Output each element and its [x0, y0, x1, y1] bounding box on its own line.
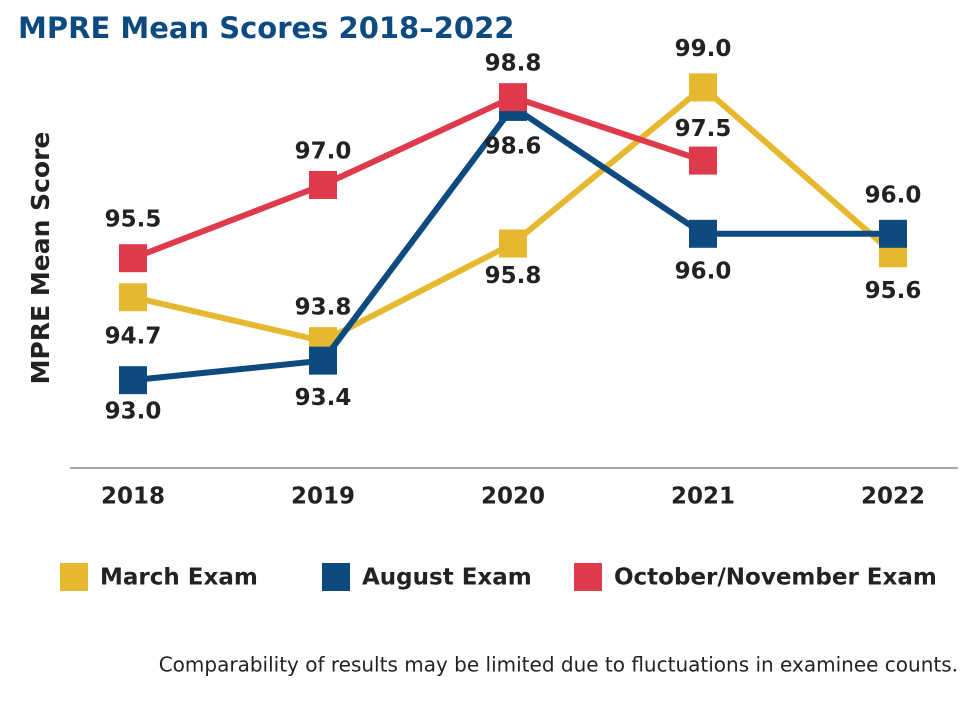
data-label: 96.0 [865, 182, 922, 208]
marker [119, 244, 147, 273]
data-label: 97.0 [295, 138, 352, 164]
x-tick-label: 2020 [481, 484, 545, 510]
marker [119, 366, 147, 395]
marker [309, 346, 337, 375]
marker [499, 83, 527, 112]
marker [309, 170, 337, 199]
data-label: 98.8 [485, 51, 542, 77]
data-label: 96.0 [675, 258, 732, 284]
marker [689, 146, 717, 175]
data-label: 98.6 [485, 133, 542, 159]
data-label: 99.0 [675, 36, 732, 62]
data-label: 97.5 [675, 116, 732, 142]
marker [119, 283, 147, 312]
x-tick-label: 2019 [291, 484, 355, 510]
data-label: 95.8 [485, 263, 542, 289]
data-label: 95.5 [105, 207, 162, 233]
marker [499, 229, 527, 258]
data-label: 93.0 [105, 399, 162, 425]
legend-swatch [574, 563, 602, 591]
y-axis-label: MPRE Mean Score [26, 132, 55, 385]
x-tick-label: 2021 [671, 484, 735, 510]
legend-label: October/November Exam [614, 565, 937, 591]
series-line [131, 94, 704, 261]
marker [689, 219, 717, 248]
legend-swatch [322, 563, 350, 591]
data-label: 95.6 [865, 278, 922, 304]
legend-label: August Exam [362, 565, 532, 591]
data-label: 93.4 [295, 385, 352, 411]
data-label: 93.8 [295, 295, 352, 321]
x-tick-label: 2022 [861, 484, 925, 510]
marker [689, 73, 717, 102]
marker [879, 219, 907, 248]
legend-swatch [60, 563, 88, 591]
footnote: Comparability of results may be limited … [159, 653, 958, 677]
data-label: 94.7 [105, 324, 162, 350]
x-tick-label: 2018 [101, 484, 165, 510]
chart-title: MPRE Mean Scores 2018–2022 [18, 11, 514, 45]
legend-label: March Exam [100, 565, 258, 591]
